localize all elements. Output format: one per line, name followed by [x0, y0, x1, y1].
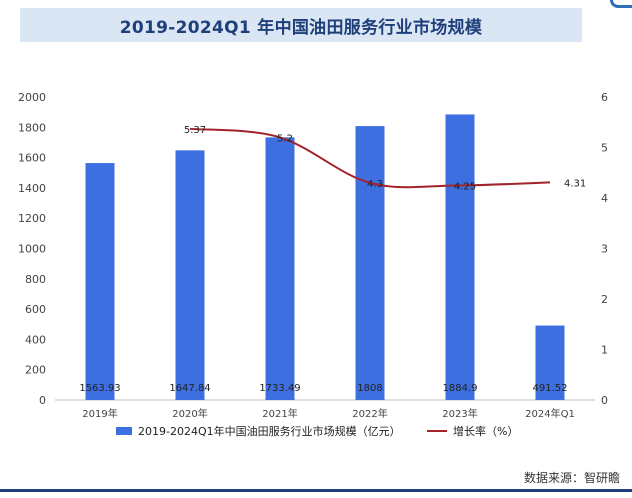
chart-title: 2019-2024Q1 年中国油田服务行业市场规模 — [119, 17, 483, 38]
x-tick-label: 2021年 — [262, 407, 297, 420]
y-left-tick-label: 1400 — [18, 182, 46, 195]
x-tick-label: 2022年 — [352, 407, 387, 420]
y-right-tick-label: 6 — [601, 91, 608, 104]
bar — [355, 126, 385, 400]
bar-value-label: 1808 — [357, 383, 382, 394]
y-right-tick-label: 3 — [601, 243, 608, 256]
y-left-tick-label: 800 — [25, 273, 46, 286]
growth-rate-label: 4.25 — [454, 181, 476, 192]
bar-value-label: 1647.84 — [169, 383, 210, 394]
decorative-corner-arc — [610, 0, 632, 8]
growth-rate-label: 4.31 — [564, 178, 586, 189]
y-left-tick-label: 1600 — [18, 152, 46, 165]
bar-value-label: 1563.93 — [79, 383, 120, 394]
bar — [175, 150, 205, 400]
x-tick-label: 2020年 — [172, 407, 207, 420]
growth-rate-line — [189, 127, 551, 189]
bar — [85, 163, 115, 400]
legend-line-label: 增长率（%） — [453, 424, 518, 438]
bar-value-label: 1733.49 — [259, 383, 300, 394]
bar-value-label: 1884.9 — [443, 383, 478, 394]
data-source-note: 数据来源：智研瞻 — [523, 471, 620, 485]
y-right-tick-label: 2 — [601, 293, 608, 306]
chart-title-bar: 2019-2024Q1 年中国油田服务行业市场规模 — [20, 8, 582, 42]
bottom-rule — [0, 489, 632, 492]
x-tick-label: 2024年Q1 — [525, 407, 575, 420]
y-left-tick-label: 0 — [39, 394, 46, 407]
y-left-tick-label: 1000 — [18, 243, 46, 256]
y-right-tick-label: 1 — [601, 344, 608, 357]
growth-rate-label: 5.37 — [184, 125, 206, 136]
legend-bar-swatch — [116, 427, 132, 435]
growth-rate-label: 4.3 — [367, 179, 383, 190]
y-left-tick-label: 2000 — [18, 91, 46, 104]
y-left-tick-label: 600 — [25, 303, 46, 316]
y-right-tick-label: 0 — [601, 394, 608, 407]
y-left-tick-label: 400 — [25, 333, 46, 346]
bar — [445, 114, 475, 400]
x-tick-label: 2019年 — [82, 407, 117, 420]
bar-value-label: 491.52 — [533, 383, 568, 394]
x-tick-label: 2023年 — [442, 407, 477, 420]
y-left-tick-label: 1200 — [18, 212, 46, 225]
legend-bar-label: 2019-2024Q1年中国油田服务行业市场规模（亿元） — [138, 424, 401, 438]
bar — [265, 137, 295, 400]
y-right-tick-label: 4 — [601, 192, 608, 205]
growth-rate-label: 5.2 — [277, 133, 293, 144]
y-right-tick-label: 5 — [601, 142, 608, 155]
y-left-tick-label: 200 — [25, 364, 46, 377]
bar — [535, 325, 565, 400]
y-left-tick-label: 1800 — [18, 121, 46, 134]
